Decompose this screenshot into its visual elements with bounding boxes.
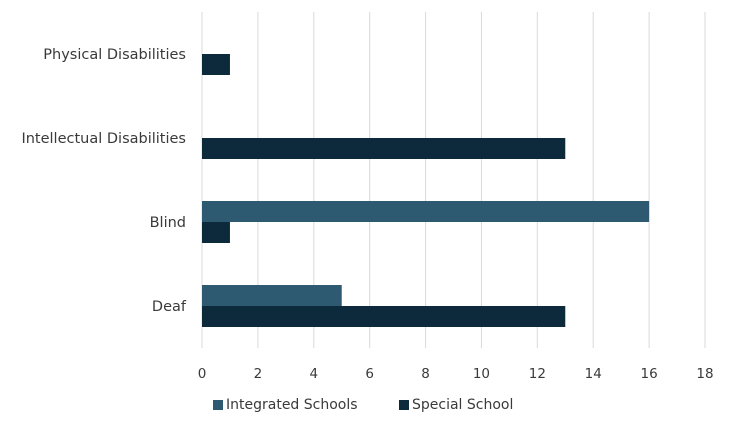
category-label: Deaf <box>152 299 187 315</box>
category-labels: Physical Disabilities Intellectual Disabi… <box>21 47 186 315</box>
bar-integrated-schools <box>202 285 342 306</box>
x-tick-label: 10 <box>473 366 490 382</box>
bar-integrated-schools <box>202 201 650 222</box>
x-tick-label: 8 <box>421 366 430 382</box>
gridlines <box>201 12 706 348</box>
x-tick-label: 4 <box>309 366 318 382</box>
x-tick-label: 6 <box>365 366 374 382</box>
x-tick-label: 0 <box>198 366 207 382</box>
bar-special-school <box>202 54 230 75</box>
legend-label: Integrated Schools <box>226 397 358 413</box>
legend-label: Special School <box>412 397 513 413</box>
x-tick-label: 12 <box>529 366 546 382</box>
bar-special-school <box>202 138 566 159</box>
bars <box>202 54 650 327</box>
bar-special-school <box>202 306 566 327</box>
category-label: Physical Disabilities <box>43 47 186 63</box>
category-label: Blind <box>150 215 186 231</box>
x-tick-label: 18 <box>696 366 713 382</box>
legend: Integrated Schools Special School <box>213 397 513 413</box>
legend-swatch <box>213 400 223 410</box>
x-tick-labels: 0 2 4 6 8 10 12 14 16 18 <box>198 366 714 382</box>
x-tick-label: 2 <box>254 366 263 382</box>
bar-special-school <box>202 222 230 243</box>
x-tick-label: 16 <box>641 366 658 382</box>
category-label: Intellectual Disabilities <box>21 131 186 147</box>
legend-swatch <box>399 400 409 410</box>
x-tick-label: 14 <box>585 366 602 382</box>
